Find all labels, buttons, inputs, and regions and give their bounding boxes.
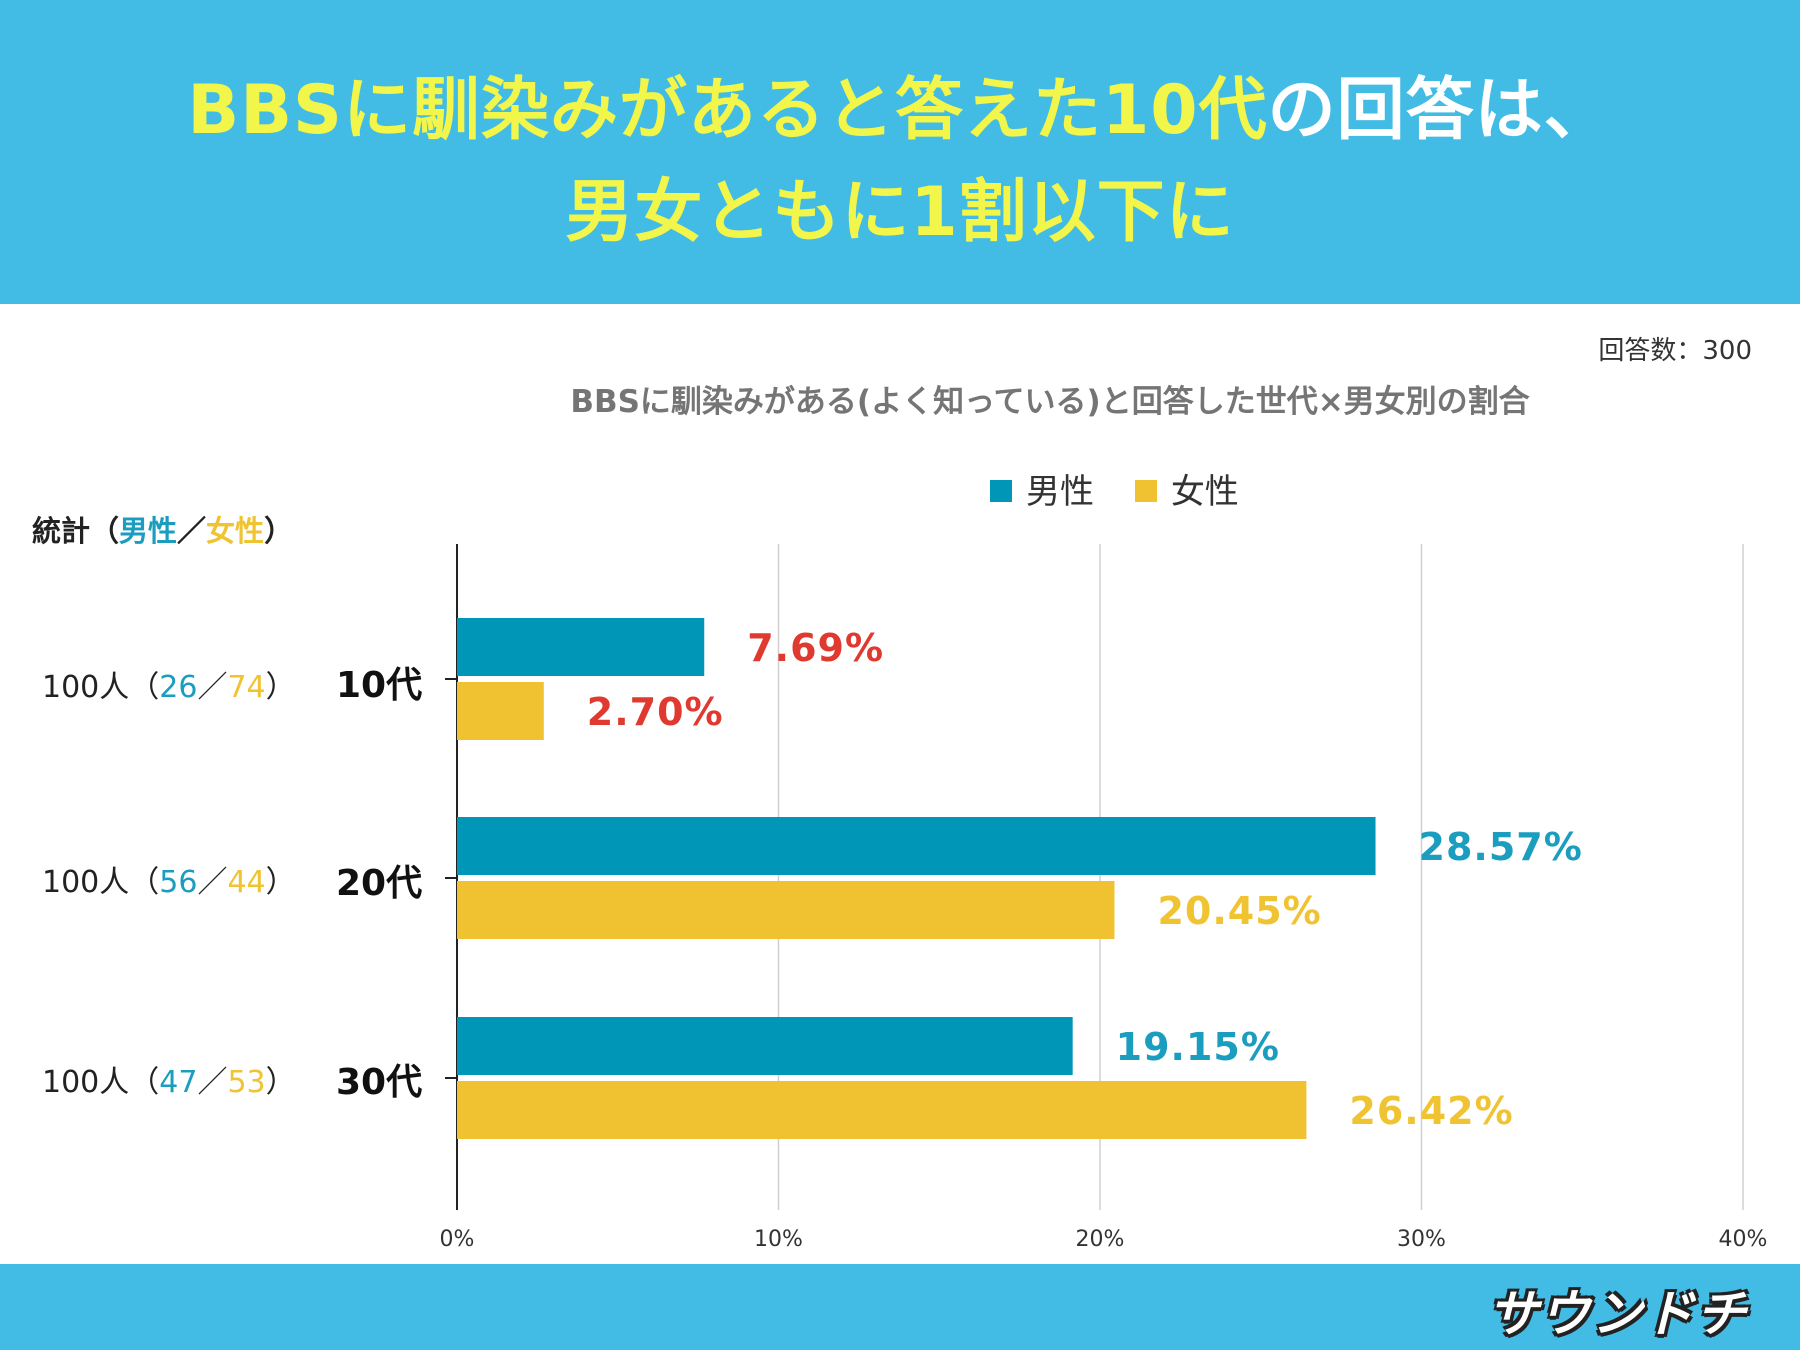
bar-female: [457, 881, 1114, 939]
bar-female: [457, 1081, 1306, 1139]
x-tick-label: 40%: [1719, 1227, 1768, 1252]
bar-female: [457, 682, 544, 740]
data-label-female: 26.42%: [1349, 1089, 1513, 1133]
data-label-male: 7.69%: [747, 626, 884, 670]
x-tick-label: 30%: [1397, 1227, 1446, 1252]
data-label-male: 28.57%: [1419, 825, 1583, 869]
data-label-female: 2.70%: [587, 690, 724, 734]
bar-chart: 0% 10% 20% 30% 40% 7.69% 2.70% 28.57% 20.45% 19.1…: [0, 0, 1800, 1264]
brand-logo: サウンドチ: [1488, 1274, 1748, 1346]
bar-male: [457, 618, 704, 676]
bar-male: [457, 817, 1376, 875]
data-label-female: 20.45%: [1157, 889, 1321, 933]
footer-banner: サウンドチ: [0, 1264, 1800, 1350]
data-label-male: 19.15%: [1116, 1025, 1280, 1069]
x-tick-label: 20%: [1076, 1227, 1125, 1252]
x-tick-label: 0%: [440, 1227, 475, 1252]
bar-male: [457, 1017, 1073, 1075]
x-tick-label: 10%: [754, 1227, 803, 1252]
